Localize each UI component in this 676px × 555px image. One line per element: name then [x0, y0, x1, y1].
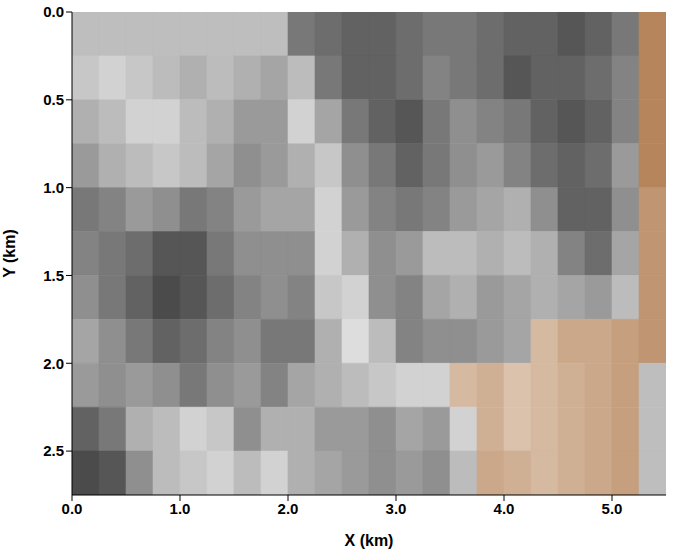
svg-text:2.0: 2.0	[278, 500, 299, 517]
svg-text:0.0: 0.0	[43, 3, 64, 20]
svg-text:2.5: 2.5	[43, 442, 64, 459]
svg-text:1.0: 1.0	[170, 500, 191, 517]
svg-text:4.0: 4.0	[494, 500, 515, 517]
svg-text:0.0: 0.0	[62, 500, 83, 517]
svg-text:Y (km): Y (km)	[1, 229, 18, 278]
svg-text:0.5: 0.5	[43, 91, 64, 108]
svg-text:1.0: 1.0	[43, 179, 64, 196]
svg-text:X (km): X (km)	[345, 532, 394, 549]
svg-text:3.0: 3.0	[386, 500, 407, 517]
svg-text:1.5: 1.5	[43, 267, 64, 284]
svg-text:5.0: 5.0	[602, 500, 623, 517]
svg-text:2.0: 2.0	[43, 355, 64, 372]
